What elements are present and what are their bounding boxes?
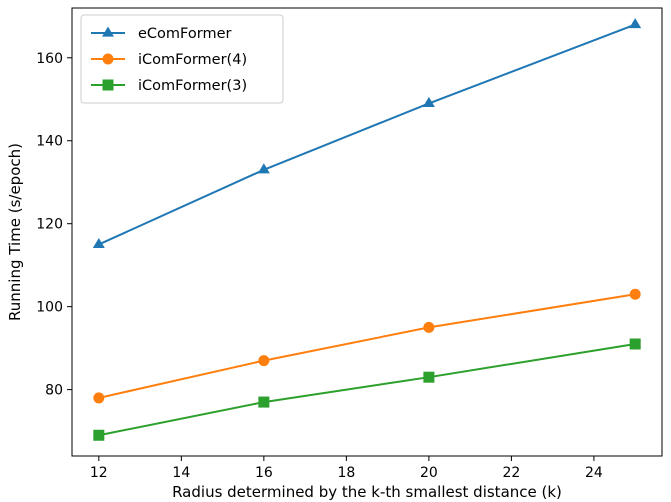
data-point-2-1 xyxy=(258,396,270,408)
data-point-2-0 xyxy=(93,429,105,441)
legend-marker-1 xyxy=(102,53,114,65)
x-tick-label-14: 14 xyxy=(172,465,190,481)
legend: eComFormer iComFormer(4) iComFormer(3) xyxy=(80,14,284,104)
x-tick-label-18: 18 xyxy=(337,465,355,481)
series-iComFormer(3) xyxy=(93,338,641,441)
x-tick-label-22: 22 xyxy=(502,465,520,481)
data-point-1-2 xyxy=(423,321,435,333)
series-line-2 xyxy=(98,343,636,437)
data-point-2-3 xyxy=(629,338,641,350)
plot-frame xyxy=(71,7,663,457)
axes: 12 14 16 18 20 22 24 80 100 120 140 160 xyxy=(36,7,663,481)
x-tick-label-16: 16 xyxy=(255,465,273,481)
data-point-0-3 xyxy=(629,18,642,29)
x-tick-label-12: 12 xyxy=(90,465,108,481)
x-axis-title: Radius determined by the k-th smallest d… xyxy=(172,483,562,501)
y-tick-label-100: 100 xyxy=(36,300,63,316)
legend-label-2: iComFormer(3) xyxy=(138,78,247,94)
data-point-1-1 xyxy=(258,355,270,367)
y-tick-label-120: 120 xyxy=(36,217,63,233)
legend-marker-2 xyxy=(102,79,114,91)
x-tick-label-24: 24 xyxy=(585,465,603,481)
y-tick-label-80: 80 xyxy=(45,383,63,399)
data-point-0-2 xyxy=(422,96,435,107)
plot-marks xyxy=(92,18,642,441)
series-line-0 xyxy=(98,23,636,246)
legend-marker-0 xyxy=(102,26,114,37)
legend-box xyxy=(80,14,284,104)
legend-label-0: eComFormer xyxy=(138,26,231,42)
series-iComFormer(4) xyxy=(93,288,641,404)
legend-entry-0: eComFormer xyxy=(91,26,231,42)
data-point-2-2 xyxy=(423,371,435,383)
data-point-0-0 xyxy=(92,237,105,249)
data-point-0-1 xyxy=(257,163,270,174)
x-tick-label-20: 20 xyxy=(420,465,438,481)
data-point-1-3 xyxy=(629,288,641,300)
series-line-1 xyxy=(98,293,636,399)
legend-label-1: iComFormer(4) xyxy=(138,52,247,68)
y-axis-title: Running Time (s/epoch) xyxy=(6,143,24,321)
y-tick-label-160: 160 xyxy=(36,51,63,67)
data-point-1-0 xyxy=(93,392,105,404)
legend-entry-2: iComFormer(3) xyxy=(91,78,247,94)
legend-entry-1: iComFormer(4) xyxy=(91,52,247,68)
series-eComFormer xyxy=(92,18,642,249)
y-tick-label-140: 140 xyxy=(36,134,63,150)
